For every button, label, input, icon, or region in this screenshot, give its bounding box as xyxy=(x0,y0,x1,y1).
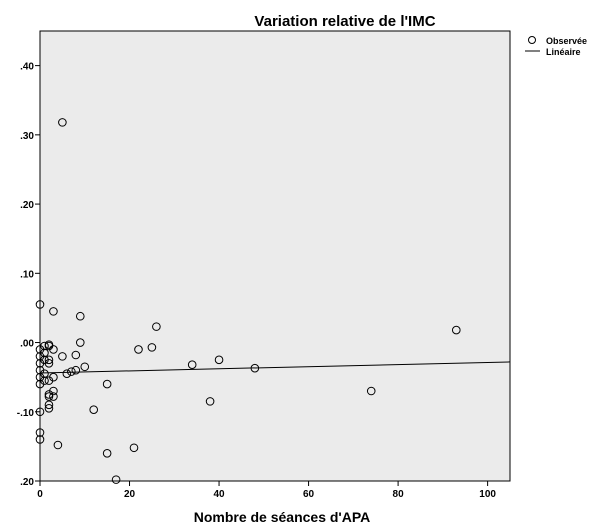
data-point xyxy=(58,352,67,361)
data-point xyxy=(147,343,157,352)
data-point xyxy=(44,359,54,368)
scatter-points xyxy=(35,118,461,484)
y-tick-label: .00 xyxy=(20,339,34,350)
data-point xyxy=(134,345,143,354)
data-point xyxy=(75,338,85,347)
data-point xyxy=(205,397,215,406)
x-axis-title: Nombre de séances d'APA xyxy=(194,509,371,525)
legend: Observée Linéaire xyxy=(525,36,587,57)
data-point xyxy=(49,307,58,316)
data-point xyxy=(80,362,90,372)
data-point xyxy=(187,360,197,369)
data-point xyxy=(44,404,54,413)
data-point xyxy=(44,400,54,410)
plot-area xyxy=(39,30,511,482)
data-point xyxy=(35,300,45,309)
x-tick-label: 0 xyxy=(37,489,43,500)
data-point xyxy=(250,363,260,373)
data-point xyxy=(40,369,49,378)
data-point xyxy=(129,443,139,453)
legend-label-linear: Linéaire xyxy=(546,47,581,57)
x-tick-label: 40 xyxy=(213,489,225,500)
data-point xyxy=(35,435,45,444)
y-tick-label: .20 xyxy=(20,200,34,211)
y-tick-label: .40 xyxy=(20,62,34,73)
data-point xyxy=(89,405,99,414)
data-point xyxy=(49,372,58,382)
data-point xyxy=(49,345,58,354)
data-point xyxy=(35,407,45,417)
data-point xyxy=(152,322,161,331)
data-point xyxy=(49,386,58,396)
data-point xyxy=(102,449,112,458)
x-tick-label: 60 xyxy=(303,489,315,500)
y-axis-ticks: .20 -.10 .00 .10 .20 .30 .40 xyxy=(17,62,40,488)
y-tick-label: .10 xyxy=(20,269,34,280)
data-point xyxy=(40,348,49,358)
data-point xyxy=(62,369,72,378)
data-point xyxy=(71,365,81,375)
data-point xyxy=(58,118,67,127)
data-point xyxy=(35,428,45,437)
legend-label-observed: Observée xyxy=(546,36,587,46)
fit-line xyxy=(39,361,511,374)
y-tick-label: -.10 xyxy=(17,408,35,419)
x-tick-label: 100 xyxy=(479,489,496,500)
fit-line-layer xyxy=(39,361,511,374)
data-point xyxy=(111,475,121,484)
data-point xyxy=(53,440,63,450)
y-tick-label: .20 xyxy=(20,477,34,488)
data-point xyxy=(75,311,85,321)
data-point xyxy=(44,392,54,401)
x-tick-label: 80 xyxy=(393,489,405,500)
data-point xyxy=(71,350,81,360)
data-point xyxy=(214,355,224,365)
x-axis-ticks: 0 20 40 60 80 100 xyxy=(37,481,496,500)
x-tick-label: 20 xyxy=(124,489,136,500)
data-point xyxy=(44,355,54,365)
y-tick-label: .30 xyxy=(20,131,34,142)
data-point xyxy=(49,392,58,401)
data-point xyxy=(366,386,376,396)
chart-title: Variation relative de l'IMC xyxy=(254,13,435,30)
data-point xyxy=(40,376,49,385)
data-point xyxy=(451,325,461,335)
data-point xyxy=(102,379,112,389)
legend-marker-circle xyxy=(528,36,536,44)
data-point xyxy=(67,367,76,376)
data-point xyxy=(40,341,49,351)
